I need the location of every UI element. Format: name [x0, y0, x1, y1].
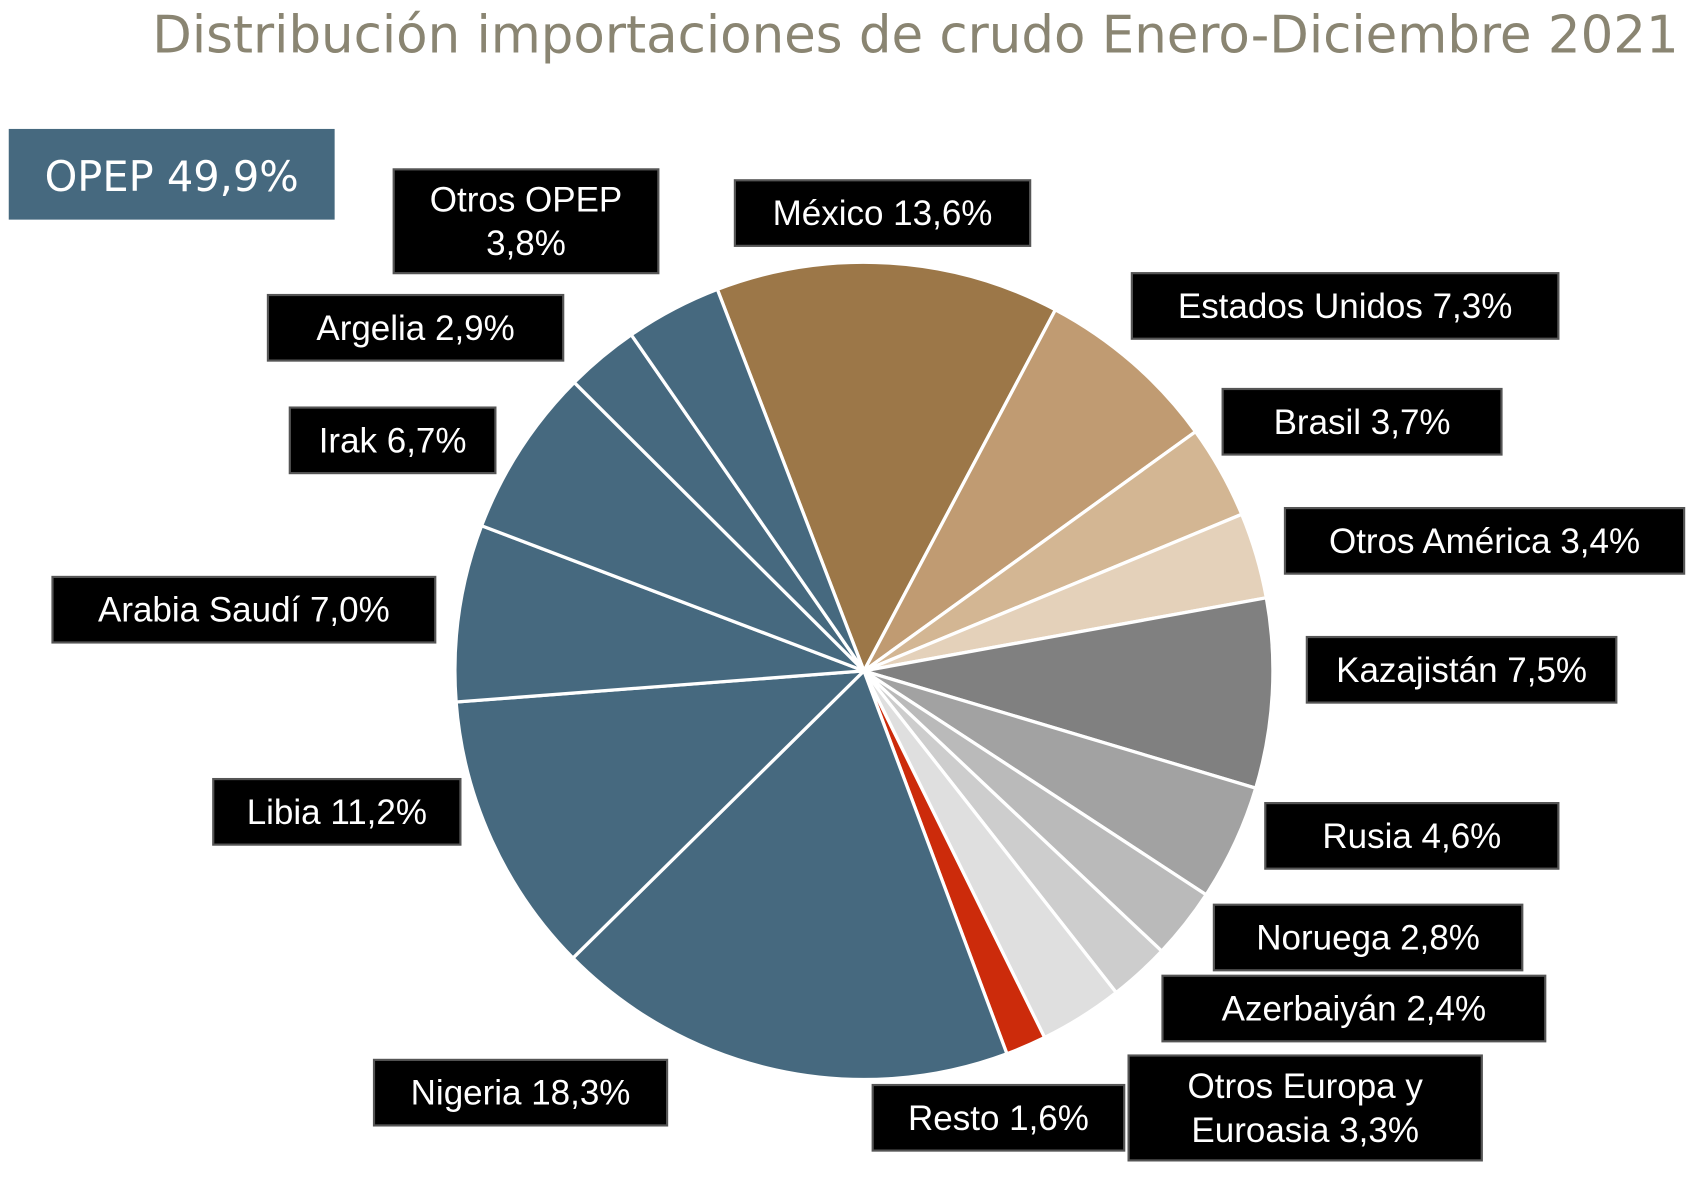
pie-slice-otros-opep — [629, 287, 866, 672]
data-label-text: Noruega 2,8% — [1256, 919, 1480, 958]
data-label-text: Estados Unidos 7,3% — [1178, 287, 1512, 326]
data-label-box — [1283, 506, 1686, 575]
data-label: Otros Europa y Euroasia 3,3% — [1127, 1054, 1483, 1162]
data-label-box — [266, 293, 565, 362]
data-label-text: Kazajistán 7,5% — [1336, 651, 1587, 690]
data-label: Estados Unidos 7,3% — [1130, 272, 1560, 340]
data-label-text: Nigeria 18,3% — [411, 1074, 631, 1113]
pie-slice-méxico — [715, 260, 1058, 675]
data-label-text: Rusia 4,6% — [1322, 817, 1501, 856]
data-label-box — [1212, 903, 1524, 972]
data-label: Brasil 3,7% — [1221, 387, 1503, 456]
pie-slice-nigeria — [570, 667, 1010, 1082]
data-label-box — [871, 1083, 1126, 1152]
data-label-box — [1264, 802, 1560, 870]
data-label-box — [212, 777, 462, 846]
data-label-text: México 13,6% — [773, 194, 993, 233]
data-label: Resto 1,6% — [871, 1083, 1126, 1152]
data-label-box — [1127, 1054, 1483, 1162]
data-label-box — [733, 179, 1032, 247]
data-label: Kazajistán 7,5% — [1305, 635, 1618, 704]
data-label-box — [372, 1058, 669, 1127]
data-label: Irak 6,7% — [288, 406, 497, 475]
data-label: Otros OPEP 3,8% — [392, 168, 660, 275]
data-label: Argelia 2,9% — [266, 293, 565, 362]
data-label-text: Resto 1,6% — [908, 1099, 1089, 1138]
data-label: Rusia 4,6% — [1264, 802, 1560, 870]
pie-slice-estados-unidos — [862, 307, 1198, 673]
data-label-box — [1305, 635, 1618, 704]
opep-label: OPEP 49,9% — [45, 152, 299, 201]
data-label-text: Argelia 2,9% — [316, 309, 514, 348]
data-label-text: Libia 11,2% — [247, 793, 427, 832]
data-label: Arabia Saudí 7,0% — [51, 575, 437, 644]
data-label-box — [1221, 387, 1503, 456]
data-label: Nigeria 18,3% — [372, 1058, 669, 1127]
data-label-text: Irak 6,7% — [319, 421, 467, 460]
data-label: Libia 11,2% — [212, 777, 462, 846]
pie-slice-libia — [454, 668, 869, 961]
data-label: Otros América 3,4% — [1283, 506, 1686, 575]
data-label-text: Brasil 3,7% — [1274, 403, 1451, 442]
data-label: Noruega 2,8% — [1212, 903, 1524, 972]
data-label-text: Azerbaiyán 2,4% — [1222, 990, 1486, 1029]
pie-slice-irak — [479, 380, 866, 673]
data-label-box — [392, 168, 660, 275]
data-label-text: Otros Europa y — [1188, 1067, 1424, 1106]
data-label-text: 3,8% — [486, 224, 566, 263]
data-label-text: Arabia Saudí 7,0% — [98, 591, 390, 630]
data-label: México 13,6% — [733, 179, 1032, 247]
data-label-box — [1161, 974, 1547, 1043]
data-label-box — [1130, 272, 1560, 340]
data-label-text: Otros OPEP — [430, 180, 622, 219]
data-label-box — [288, 406, 497, 475]
opep-group-annotation: OPEP 49,9% — [8, 128, 335, 220]
data-label-text: Euroasia 3,3% — [1191, 1111, 1419, 1150]
data-label-box — [51, 575, 437, 644]
chart-title: Distribución importaciones de crudo Ener… — [152, 5, 1678, 65]
pie-slice-arabia-saudí — [453, 523, 865, 704]
data-label-text: Otros América 3,4% — [1329, 522, 1640, 561]
data-label: Azerbaiyán 2,4% — [1161, 974, 1547, 1043]
pie-slice-kazajistán — [863, 595, 1275, 791]
